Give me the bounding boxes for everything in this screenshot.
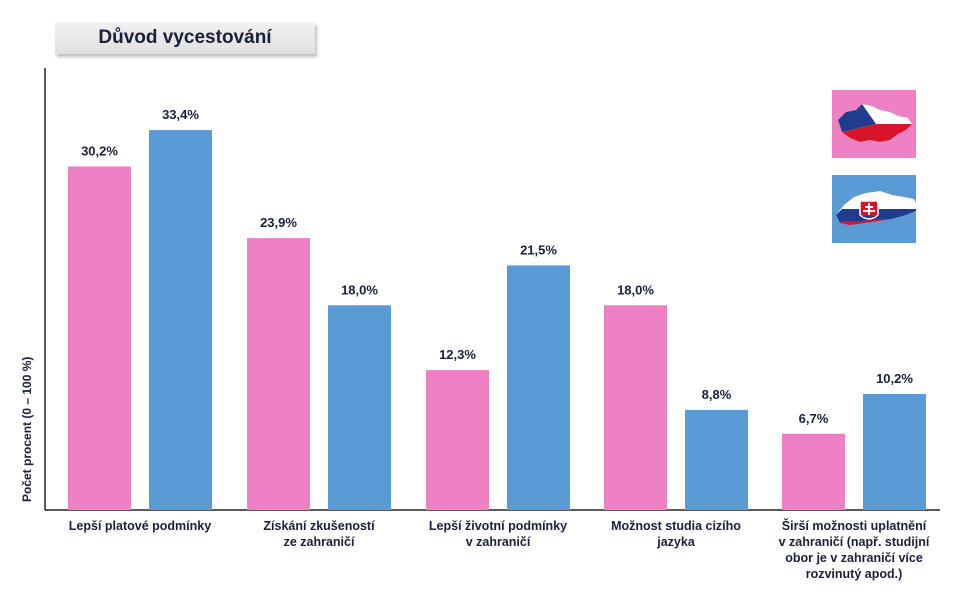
czech-republic-map-flag-icon	[818, 90, 916, 158]
bar-slovak-2	[507, 265, 570, 510]
data-label-slovak-3: 8,8%	[702, 387, 732, 402]
slovakia-map-flag-icon	[832, 175, 916, 243]
x-tick-label-2: Lepší životní podmínky v zahraničí	[428, 519, 568, 549]
data-label-slovak-0: 33,4%	[162, 107, 199, 122]
x-tick-label-1: Získání zkušeností ze zahraničí	[263, 519, 375, 549]
data-label-czech-1: 23,9%	[260, 215, 297, 230]
chart-title: Důvod vycestování	[98, 27, 272, 48]
x-tick-label-0: Lepší platové podmínky	[68, 519, 212, 533]
bar-czech-0	[68, 166, 131, 510]
data-label-czech-2: 12,3%	[439, 347, 476, 362]
bar-czech-1	[247, 238, 310, 510]
x-tick-label-4: Širší možnosti uplatnění v zahraničí (na…	[778, 519, 930, 581]
y-axis-label: Počet procent (0 – 100 %)	[20, 356, 34, 502]
bar-slovak-4	[863, 393, 926, 510]
data-label-slovak-2: 21,5%	[520, 242, 557, 257]
data-label-czech-4: 6,7%	[799, 411, 829, 426]
bar-slovak-3	[685, 409, 748, 510]
bar-czech-3	[604, 305, 667, 510]
data-label-czech-0: 30,2%	[81, 143, 118, 158]
bar-czech-2	[426, 370, 489, 510]
bar-slovak-0	[149, 130, 212, 510]
x-tick-label-3: Možnost studia cizího jazyka	[611, 519, 741, 549]
bar-slovak-1	[328, 305, 391, 510]
chart-title-box: Důvod vycestování	[55, 22, 315, 54]
data-label-slovak-1: 18,0%	[341, 282, 378, 297]
data-label-slovak-4: 10,2%	[876, 371, 913, 386]
bar-czech-4	[782, 433, 845, 510]
data-label-czech-3: 18,0%	[617, 282, 654, 297]
